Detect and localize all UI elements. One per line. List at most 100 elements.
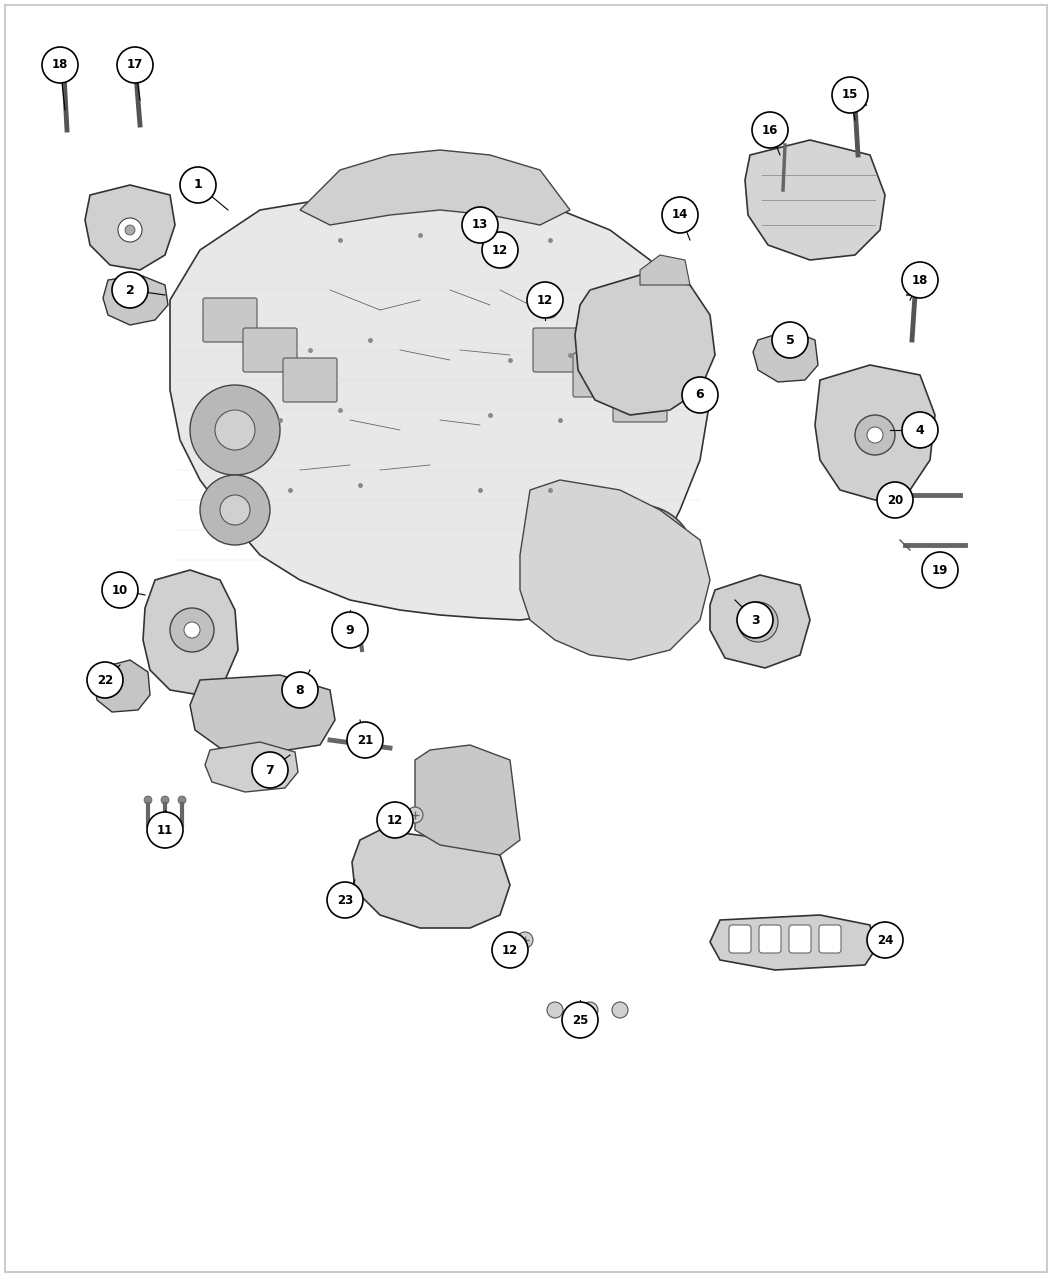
Text: 15: 15 (842, 88, 858, 101)
Circle shape (482, 232, 518, 268)
Polygon shape (520, 480, 710, 660)
Circle shape (867, 922, 903, 958)
Text: 17: 17 (127, 59, 143, 72)
Text: 5: 5 (786, 333, 794, 346)
Text: 22: 22 (97, 673, 114, 687)
Text: 7: 7 (265, 764, 275, 776)
Circle shape (752, 112, 788, 148)
Circle shape (178, 796, 186, 805)
Text: 16: 16 (762, 124, 778, 137)
Text: 9: 9 (346, 623, 355, 636)
Circle shape (347, 722, 383, 759)
Polygon shape (300, 149, 570, 225)
Circle shape (922, 552, 958, 587)
Text: 21: 21 (357, 733, 373, 747)
Circle shape (610, 530, 670, 590)
Polygon shape (640, 255, 690, 285)
Polygon shape (710, 916, 875, 971)
Circle shape (125, 225, 135, 235)
Text: 18: 18 (912, 273, 928, 286)
FancyBboxPatch shape (533, 328, 587, 372)
Text: 4: 4 (915, 424, 925, 437)
FancyBboxPatch shape (283, 358, 337, 402)
Circle shape (867, 427, 883, 443)
Text: 10: 10 (112, 584, 128, 596)
Text: 3: 3 (751, 613, 760, 627)
Text: 2: 2 (125, 283, 135, 296)
Circle shape (832, 77, 868, 112)
Circle shape (462, 207, 498, 243)
Polygon shape (575, 275, 715, 415)
Polygon shape (190, 676, 335, 752)
Polygon shape (815, 365, 935, 501)
FancyBboxPatch shape (573, 352, 627, 397)
Circle shape (377, 802, 413, 838)
Circle shape (118, 218, 142, 243)
Circle shape (582, 1002, 598, 1018)
Text: 6: 6 (695, 388, 704, 401)
Polygon shape (103, 275, 168, 326)
Circle shape (562, 1002, 598, 1038)
Circle shape (327, 882, 363, 918)
Circle shape (682, 377, 719, 412)
Circle shape (855, 415, 895, 455)
FancyBboxPatch shape (243, 328, 297, 372)
Polygon shape (745, 140, 885, 261)
Circle shape (170, 608, 214, 653)
Circle shape (180, 167, 216, 203)
Circle shape (517, 932, 533, 948)
Polygon shape (753, 329, 818, 382)
Text: 12: 12 (492, 244, 508, 257)
Circle shape (102, 572, 138, 608)
FancyBboxPatch shape (758, 925, 781, 953)
Polygon shape (94, 660, 150, 713)
Polygon shape (710, 575, 810, 668)
Circle shape (772, 322, 808, 358)
Polygon shape (170, 190, 710, 621)
Text: 8: 8 (296, 683, 304, 696)
Circle shape (117, 47, 153, 83)
Polygon shape (143, 570, 238, 695)
Text: 12: 12 (387, 813, 403, 826)
Circle shape (215, 410, 255, 450)
Circle shape (200, 475, 270, 545)
Circle shape (184, 622, 200, 638)
Circle shape (527, 282, 563, 318)
Circle shape (612, 1002, 628, 1018)
FancyBboxPatch shape (613, 378, 667, 421)
Circle shape (190, 384, 280, 475)
Circle shape (42, 47, 78, 83)
Circle shape (252, 752, 288, 788)
Circle shape (492, 932, 528, 968)
FancyBboxPatch shape (203, 298, 257, 342)
Text: 13: 13 (472, 218, 488, 231)
Circle shape (547, 1002, 563, 1018)
Polygon shape (205, 742, 298, 792)
Text: 20: 20 (887, 493, 903, 507)
Circle shape (144, 796, 151, 805)
FancyBboxPatch shape (789, 925, 811, 953)
Text: 19: 19 (932, 563, 948, 576)
Circle shape (112, 272, 148, 308)
Text: 23: 23 (337, 894, 353, 907)
Circle shape (630, 550, 650, 570)
Circle shape (161, 796, 169, 805)
Text: 11: 11 (157, 824, 174, 836)
Circle shape (147, 812, 183, 848)
Circle shape (585, 504, 695, 616)
Circle shape (220, 495, 250, 525)
Polygon shape (352, 830, 510, 928)
FancyBboxPatch shape (820, 925, 841, 953)
Circle shape (497, 252, 513, 268)
Circle shape (407, 807, 423, 822)
Polygon shape (85, 185, 175, 269)
Circle shape (739, 601, 778, 642)
Circle shape (737, 601, 773, 638)
Text: 18: 18 (52, 59, 68, 72)
Text: 25: 25 (572, 1014, 588, 1027)
Text: 12: 12 (502, 944, 519, 956)
Text: 12: 12 (537, 294, 553, 306)
Text: 1: 1 (194, 179, 202, 192)
Circle shape (282, 672, 318, 707)
Text: 14: 14 (672, 208, 688, 221)
